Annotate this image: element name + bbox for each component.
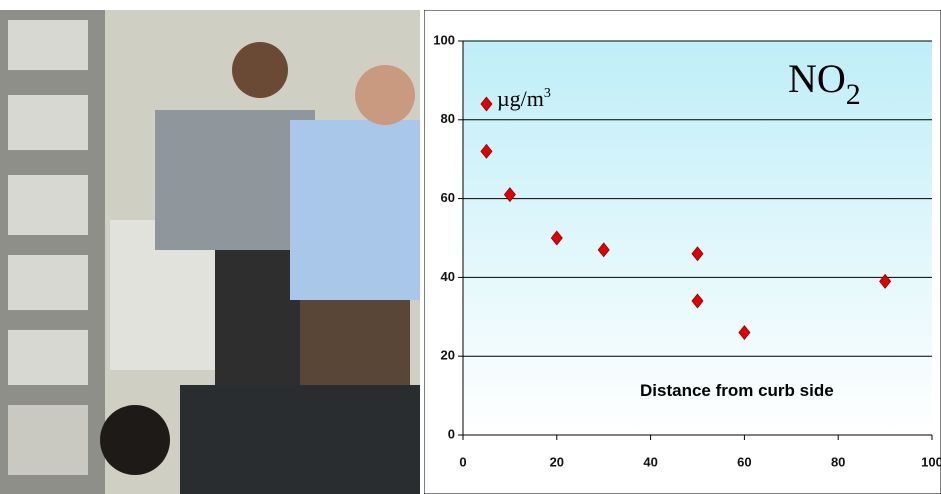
x-tick-label: 80 [831,454,845,469]
y-tick-label: 0 [448,426,455,441]
annotation: Distance from curb side [640,381,834,400]
marker [550,230,563,246]
title-text: NO [788,56,846,101]
marker [597,242,610,258]
x-tick-label: 40 [643,454,657,469]
x-tick-label: 0 [459,454,466,469]
unit-text: µg/m [497,86,544,111]
marker [480,143,493,159]
chart-title: NO2 [788,56,861,111]
y-tick-label: 40 [441,269,455,284]
unit-label: µg/m3 [497,86,551,111]
marker [738,325,751,341]
y-tick-label: 80 [441,111,455,126]
x-tick-label: 100 [921,454,941,469]
marker [503,187,516,203]
photo [0,10,420,494]
marker [691,246,704,262]
y-tick-label: 20 [441,348,455,363]
marker [480,96,493,112]
x-tick-label: 60 [737,454,751,469]
y-tick-label: 100 [433,32,455,47]
marker [691,293,704,309]
x-tick-label: 20 [550,454,564,469]
unit-exponent: 3 [544,86,551,101]
plot-area [463,41,932,435]
chart: 0 20 40 60 80 100 0 20 40 60 80 100 NO2 µg/m3 Dista… [424,10,941,494]
marker [879,273,892,289]
title-subscript: 2 [846,78,861,111]
y-tick-label: 60 [441,190,455,205]
